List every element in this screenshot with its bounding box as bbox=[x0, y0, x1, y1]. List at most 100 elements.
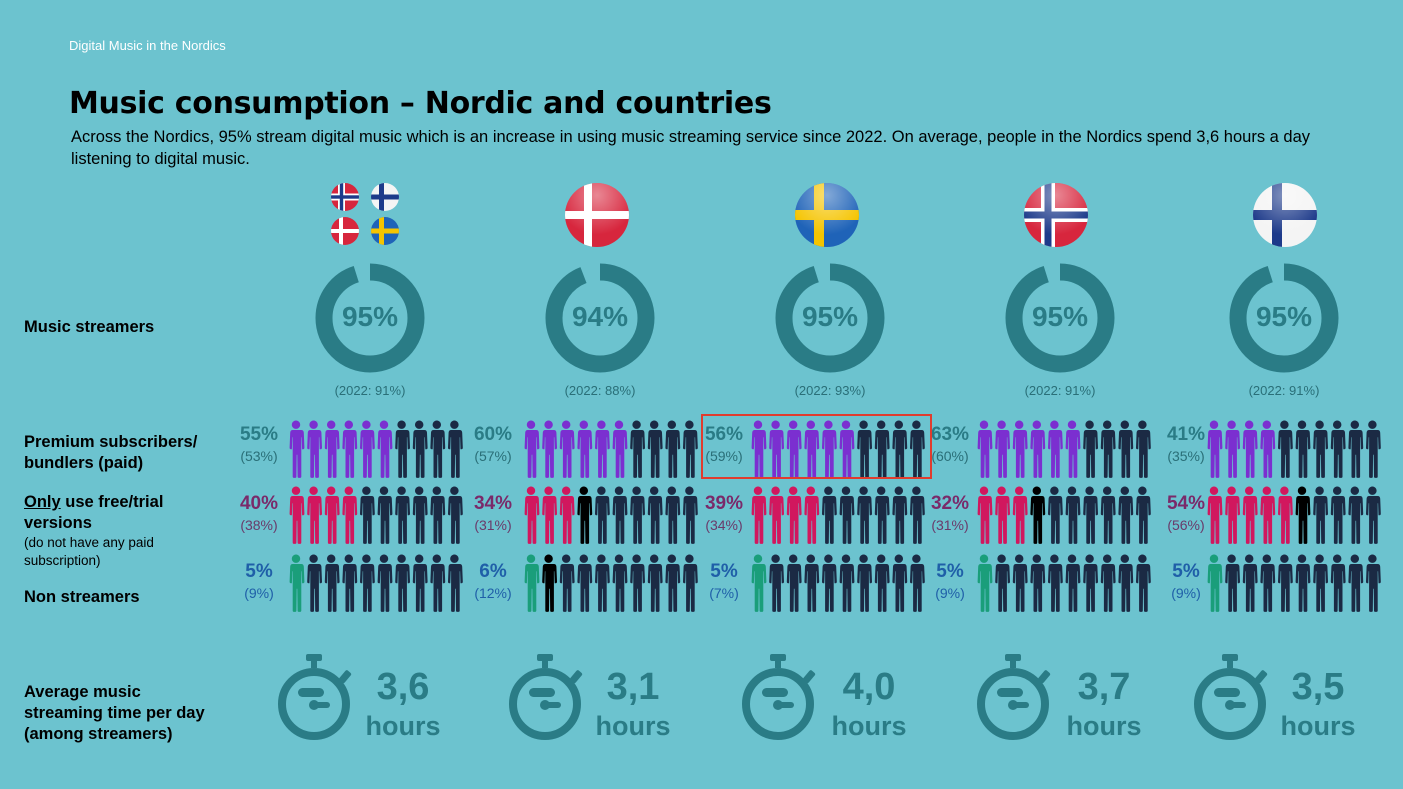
person-icon bbox=[1278, 486, 1293, 544]
person-icon bbox=[804, 486, 820, 544]
hours-value: 3,6 bbox=[376, 666, 430, 708]
person-icon bbox=[1313, 554, 1328, 612]
hours-value: 3,1 bbox=[606, 666, 660, 708]
person-icon bbox=[683, 420, 698, 478]
non-value: 6% bbox=[479, 561, 507, 582]
person-icon bbox=[595, 420, 610, 478]
row-label-avg-note: (among streamers) bbox=[24, 725, 173, 743]
person-icon bbox=[1012, 420, 1028, 478]
header-small: Digital Music in the Nordics bbox=[69, 38, 226, 53]
person-icon bbox=[307, 486, 322, 544]
free-value: 54% bbox=[1166, 493, 1206, 514]
free-value-sweden: 39% (34%) bbox=[696, 494, 752, 536]
person-icon bbox=[1260, 420, 1276, 478]
free-value: 40% bbox=[239, 493, 279, 514]
person-icon bbox=[892, 554, 908, 612]
person-icon bbox=[342, 486, 358, 544]
person-icon bbox=[324, 554, 340, 612]
premium-value-norway: 63% (60%) bbox=[922, 425, 978, 467]
person-icon bbox=[360, 420, 375, 478]
non-prev: (7%) bbox=[709, 585, 739, 601]
person-icon bbox=[542, 554, 557, 612]
free-people-finland bbox=[1206, 486, 1382, 546]
person-icon bbox=[1366, 554, 1381, 612]
non-prev: (9%) bbox=[1171, 585, 1201, 601]
streamers-ring-denmark bbox=[545, 263, 655, 373]
person-icon bbox=[1118, 486, 1134, 544]
person-icon bbox=[1118, 420, 1134, 478]
person-icon bbox=[665, 486, 681, 544]
person-icon bbox=[1348, 420, 1364, 478]
row-label-premium: Premium subscribers/ bundlers (paid) bbox=[24, 433, 198, 472]
person-icon bbox=[874, 554, 890, 612]
person-icon bbox=[289, 486, 305, 544]
person-icon bbox=[360, 554, 375, 612]
person-icon bbox=[857, 554, 872, 612]
person-icon bbox=[1278, 420, 1293, 478]
streamers-value: 95% bbox=[1031, 301, 1089, 332]
person-icon bbox=[1136, 554, 1151, 612]
non-value: 5% bbox=[936, 561, 964, 582]
premium-value: 41% bbox=[1166, 424, 1206, 445]
person-icon bbox=[577, 486, 593, 544]
streamers-ring-finland bbox=[1229, 263, 1339, 373]
stopwatch-icon bbox=[1194, 654, 1268, 740]
person-icon bbox=[630, 554, 645, 612]
free-value: 34% bbox=[473, 493, 513, 514]
person-icon bbox=[1083, 420, 1098, 478]
premium-value-nordics: 55% (53%) bbox=[231, 425, 287, 467]
person-icon bbox=[524, 554, 540, 612]
person-icon bbox=[1030, 420, 1046, 478]
finland-flag-icon bbox=[1253, 183, 1317, 247]
streamers-value: 95% bbox=[1255, 301, 1313, 332]
person-icon bbox=[1012, 554, 1028, 612]
person-icon bbox=[630, 420, 645, 478]
person-icon bbox=[751, 554, 767, 612]
person-icon bbox=[1083, 554, 1098, 612]
person-icon bbox=[630, 486, 645, 544]
streamers-prev: (2022: 91%) bbox=[1024, 383, 1096, 398]
person-icon bbox=[559, 486, 575, 544]
person-icon bbox=[1207, 554, 1223, 612]
person-icon bbox=[683, 486, 698, 544]
hours-unit: hours bbox=[365, 711, 441, 741]
person-icon bbox=[430, 420, 446, 478]
person-icon bbox=[1048, 486, 1063, 544]
person-icon bbox=[289, 554, 305, 612]
hours-unit: hours bbox=[1066, 711, 1142, 741]
free-prev: (31%) bbox=[474, 517, 512, 533]
person-icon bbox=[448, 486, 463, 544]
person-icon bbox=[874, 420, 890, 478]
person-icon bbox=[1048, 554, 1063, 612]
person-icon bbox=[307, 420, 322, 478]
person-icon bbox=[1207, 420, 1223, 478]
row-label-free-rest: use free/trial versions bbox=[24, 493, 164, 532]
person-icon bbox=[995, 420, 1010, 478]
person-icon bbox=[910, 420, 925, 478]
streamers-ring-norway bbox=[1005, 263, 1115, 373]
person-icon bbox=[1225, 486, 1240, 544]
stopwatch-icon bbox=[509, 654, 583, 740]
norway-flag-icon bbox=[331, 183, 359, 211]
person-icon bbox=[839, 486, 855, 544]
sweden-flag-icon bbox=[371, 217, 399, 245]
person-icon bbox=[857, 486, 872, 544]
non-prev: (9%) bbox=[935, 585, 965, 601]
person-icon bbox=[1065, 554, 1081, 612]
person-icon bbox=[1083, 486, 1098, 544]
finland-flag-icon bbox=[371, 183, 399, 211]
person-icon bbox=[839, 420, 855, 478]
person-icon bbox=[524, 420, 540, 478]
streamers-prev: (2022: 91%) bbox=[1248, 383, 1320, 398]
premium-prev: (57%) bbox=[474, 448, 512, 464]
person-icon bbox=[1065, 420, 1081, 478]
highlight-box bbox=[701, 414, 932, 479]
non-prev: (9%) bbox=[244, 585, 274, 601]
person-icon bbox=[377, 420, 393, 478]
person-icon bbox=[1118, 554, 1134, 612]
premium-value-sweden: 56% (59%) bbox=[696, 425, 752, 467]
stopwatch-icon bbox=[977, 654, 1051, 740]
person-icon bbox=[612, 420, 628, 478]
denmark-flag-icon bbox=[565, 183, 629, 247]
person-icon bbox=[995, 554, 1010, 612]
